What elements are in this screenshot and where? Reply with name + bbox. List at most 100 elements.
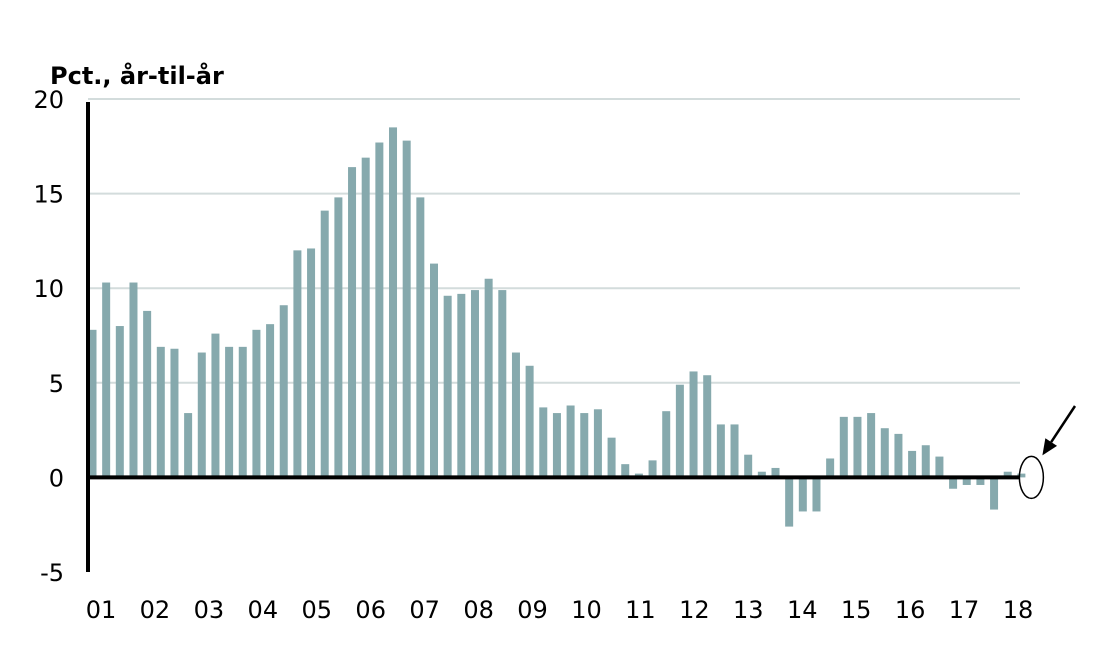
y-tick-label: 10: [33, 275, 64, 303]
bar: [716, 424, 725, 478]
bar: [334, 197, 343, 478]
bar: [293, 250, 302, 478]
bar: [443, 295, 452, 478]
y-tick-label: 15: [33, 181, 64, 209]
x-tick-label: 18: [1003, 596, 1034, 624]
bar: [416, 197, 425, 478]
bar: [279, 305, 288, 478]
bar: [211, 333, 220, 478]
bar: [853, 416, 862, 478]
bar: [621, 464, 630, 478]
bar: [225, 346, 234, 478]
bar: [976, 477, 985, 485]
bar: [539, 407, 548, 478]
x-tick-label: 17: [949, 596, 980, 624]
bar: [484, 278, 493, 478]
pointer-arrow-icon: [1042, 405, 1077, 456]
bar: [648, 460, 657, 478]
bar: [156, 346, 165, 478]
bar: [238, 346, 247, 478]
bar: [88, 329, 97, 478]
y-tick-label: 5: [49, 370, 64, 398]
x-tick-label: 07: [409, 596, 440, 624]
x-tick-label: 01: [86, 596, 117, 624]
bar: [935, 456, 944, 478]
y-tick-label: -5: [40, 559, 64, 587]
bar: [580, 413, 589, 478]
bar: [170, 348, 179, 478]
x-tick-label: 15: [841, 596, 872, 624]
bar: [757, 471, 766, 478]
bar: [812, 477, 821, 512]
bar: [867, 413, 876, 478]
bar: [798, 477, 807, 512]
bar: [566, 405, 575, 478]
bar: [389, 127, 398, 478]
x-tick-label: 16: [895, 596, 926, 624]
highlight-circle: [1018, 455, 1045, 500]
bar: [894, 433, 903, 478]
y-tick-label: 0: [49, 464, 64, 492]
bar: [430, 263, 438, 478]
bar: [689, 371, 698, 478]
bar: [129, 282, 138, 478]
x-tick-label: 02: [140, 596, 171, 624]
bar: [593, 409, 602, 478]
bar: [307, 248, 316, 478]
bar: [498, 290, 507, 478]
bar: [375, 142, 384, 478]
x-tick-label: 08: [463, 596, 494, 624]
bar: [949, 477, 958, 489]
bar: [921, 445, 930, 478]
bar: [826, 458, 835, 478]
bar: [470, 290, 479, 478]
bar: [102, 282, 111, 478]
bar: [1017, 473, 1026, 478]
bar: [115, 326, 124, 478]
bar: [402, 140, 411, 478]
bar: [908, 450, 917, 478]
bar: [348, 167, 357, 478]
x-tick-label: 11: [625, 596, 656, 624]
bar: [703, 375, 712, 478]
gridlines: [88, 98, 1020, 384]
bar: [839, 416, 848, 478]
x-tick-label: 06: [355, 596, 386, 624]
bar: [252, 329, 261, 478]
bar: [361, 157, 370, 478]
x-tick-label: 10: [571, 596, 602, 624]
bar: [197, 352, 206, 478]
x-tick-label: 05: [301, 596, 332, 624]
bar: [143, 310, 152, 478]
bar: [1003, 471, 1012, 478]
bar: [962, 477, 971, 485]
bar: [744, 454, 753, 478]
bar: [457, 293, 466, 478]
bar: [184, 413, 193, 478]
y-tick-label: 20: [33, 86, 64, 114]
bar: [511, 352, 520, 478]
bar: [320, 210, 329, 478]
bar: [880, 428, 889, 478]
bar: [785, 477, 794, 527]
bar: [730, 424, 739, 478]
x-tick-label: 13: [733, 596, 764, 624]
bar: [771, 467, 780, 478]
x-tick-labels: 01 02 03 04 05 06 07 08 09 10 11 12 13 14 15 16 17 18: [86, 596, 1034, 624]
x-tick-label: 12: [679, 596, 710, 624]
bar: [552, 413, 561, 478]
bar: [990, 477, 999, 510]
x-tick-label: 09: [517, 596, 548, 624]
bar: [525, 365, 534, 478]
x-tick-label: 03: [194, 596, 225, 624]
y-tick-labels: 20 15 10 5 0 -5: [33, 86, 64, 587]
bar: [266, 324, 275, 478]
bars: [88, 127, 1026, 527]
y-axis-label: Pct., år-til-år: [50, 61, 224, 90]
x-tick-label: 04: [248, 596, 279, 624]
bar: [662, 411, 671, 478]
x-tick-label: 14: [787, 596, 818, 624]
bar: [607, 437, 616, 478]
bar: [675, 384, 684, 478]
